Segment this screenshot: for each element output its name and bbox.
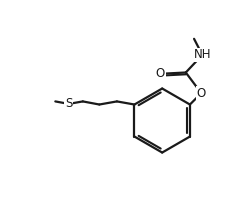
Text: NH: NH [194, 48, 211, 61]
Text: O: O [156, 67, 165, 80]
Text: S: S [65, 97, 72, 110]
Text: O: O [197, 87, 206, 100]
